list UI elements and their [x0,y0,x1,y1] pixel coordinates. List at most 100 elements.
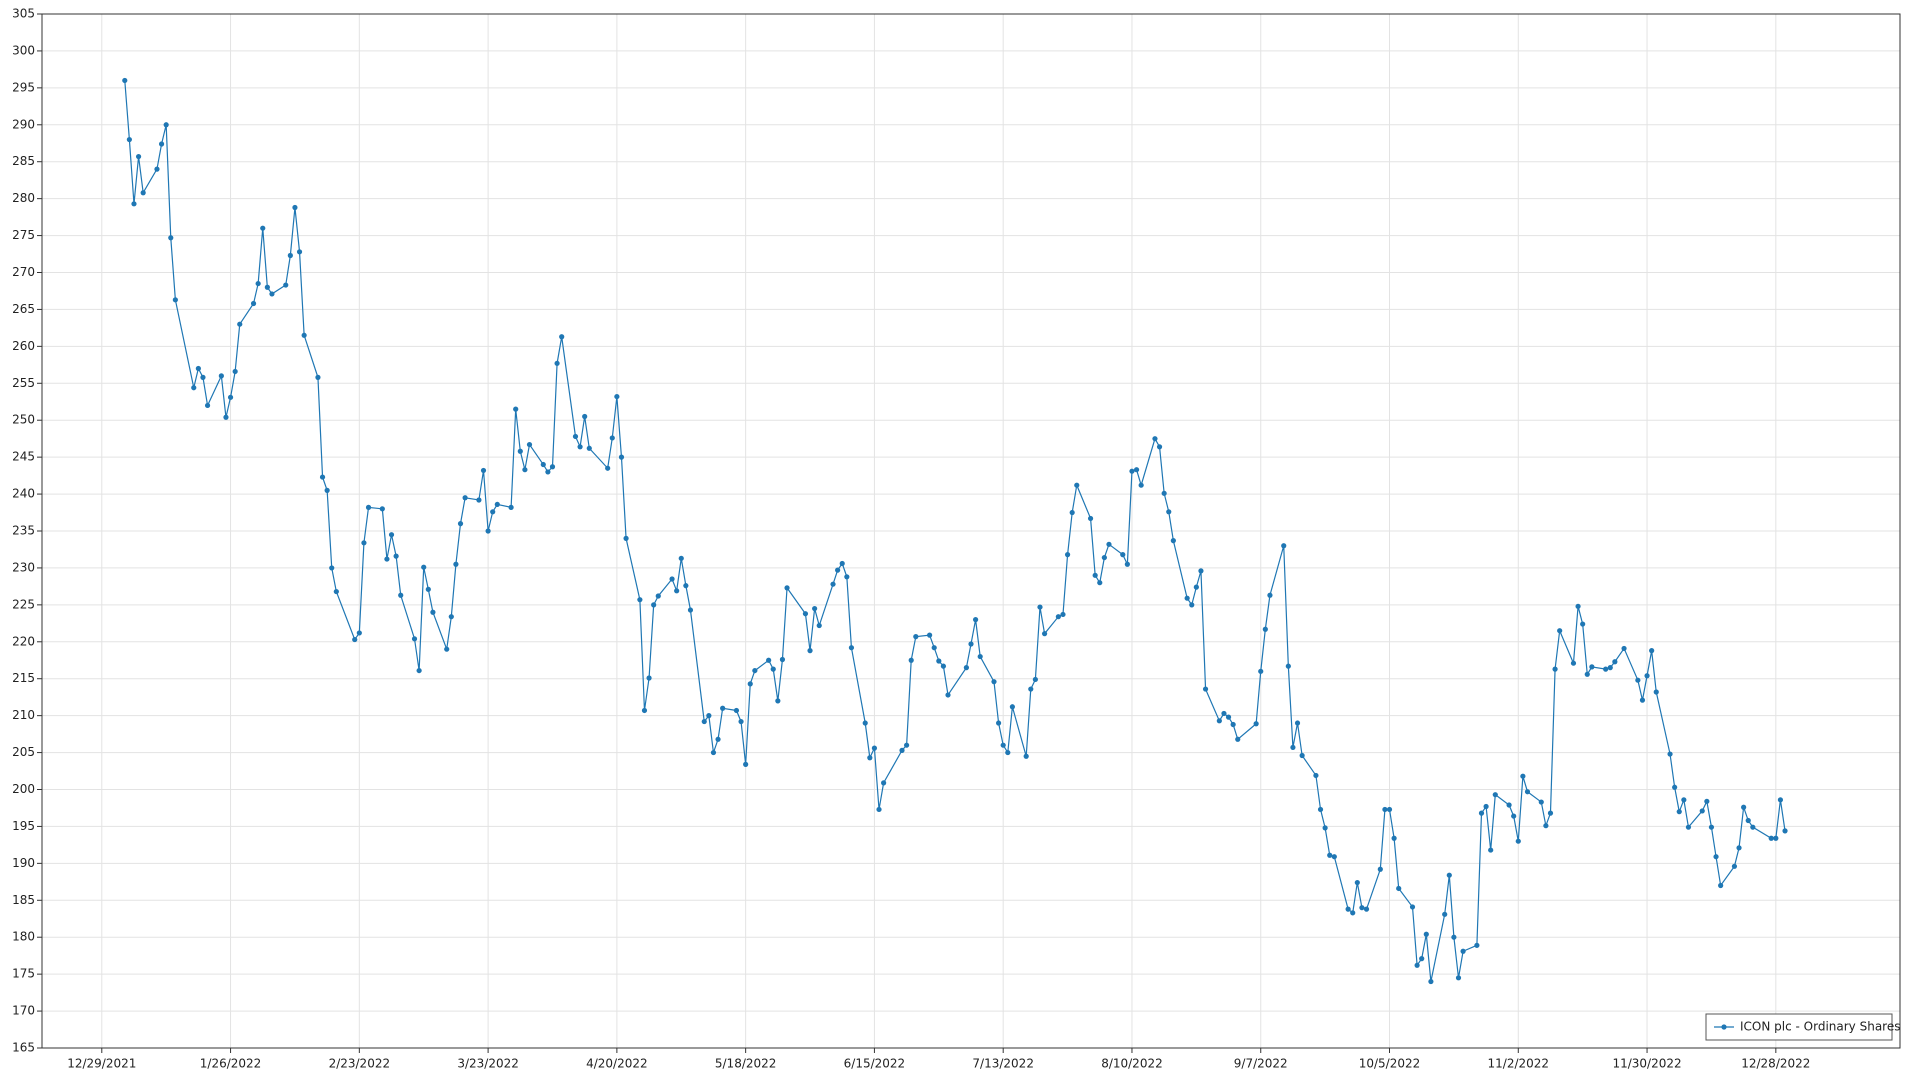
y-tick-label: 200 [12,782,35,796]
data-point [899,747,905,753]
data-point [637,597,643,603]
data-point [1166,509,1172,515]
data-point [1474,942,1480,948]
data-point [972,617,979,623]
data-point [1055,614,1061,620]
x-tick-label: 5/18/2022 [715,1057,777,1071]
data-point [1267,592,1273,598]
data-point [1607,665,1613,671]
data-point [1653,689,1659,695]
data-point [319,474,326,480]
data-point [669,576,675,582]
y-tick-label: 260 [12,339,35,353]
data-point [1120,552,1126,558]
data-point [1483,803,1489,810]
data-point [485,528,491,534]
data-point [1718,882,1724,889]
data-point [646,675,652,681]
data-point [1028,686,1034,692]
data-point [848,645,855,651]
data-point [1414,962,1420,968]
data-point [1161,490,1167,496]
data-point [1681,797,1687,803]
data-point [549,464,556,470]
data-point [936,658,942,664]
data-point [416,667,422,674]
data-point [1446,872,1452,878]
data-point [1442,911,1448,917]
data-point [683,583,689,589]
data-point [1547,810,1554,816]
data-point [715,736,721,742]
data-point [1097,580,1103,586]
data-point [766,657,772,663]
data-point [927,632,933,638]
data-point [1552,666,1558,672]
data-point [940,663,947,669]
y-tick-label: 265 [12,302,35,316]
data-point [1327,852,1333,858]
x-tick-label: 8/10/2022 [1101,1057,1163,1071]
x-tick-label: 7/13/2022 [972,1057,1034,1071]
data-point [540,461,546,468]
data-point [1299,752,1305,759]
data-point [1451,934,1457,940]
data-point [1520,773,1526,779]
data-point [1423,931,1429,937]
data-point [365,504,372,510]
legend-box [1705,1013,1893,1041]
data-point [779,656,786,663]
data-point [411,636,418,642]
data-point [844,574,850,580]
y-tick-label: 170 [12,1004,35,1018]
x-tick-label: 11/30/2022 [1612,1057,1681,1071]
data-point [1069,509,1075,516]
data-point [379,506,385,512]
x-tick-label: 3/23/2022 [457,1057,519,1071]
data-point [195,365,201,372]
data-point [784,585,790,591]
y-tick-label: 190 [12,856,35,870]
y-tick-label: 275 [12,228,35,242]
data-point [586,445,592,451]
data-point [991,679,997,685]
data-point [393,553,399,559]
y-tick-label: 205 [12,745,35,759]
data-point [490,509,496,515]
data-point [839,560,845,567]
data-point [1731,863,1738,869]
y-tick-label: 285 [12,154,35,168]
y-tick-label: 175 [12,967,35,981]
data-point [163,122,169,128]
y-tick-label: 290 [12,117,35,131]
data-point [1216,718,1222,724]
data-point [1428,978,1434,985]
data-point [1281,543,1287,549]
data-point [287,252,293,259]
data-point [1506,802,1512,808]
data-point [1262,626,1268,632]
data-point [476,497,482,503]
data-point [1253,721,1259,727]
data-point [227,394,234,400]
data-point [559,334,565,340]
data-point [1478,810,1485,816]
data-point [963,665,970,671]
data-point [651,602,657,608]
y-tick-label: 230 [12,560,35,574]
data-point [871,745,878,751]
data-point [1221,710,1227,717]
data-point [738,718,744,725]
data-point [388,532,395,538]
x-tick-label: 9/7/2022 [1234,1057,1288,1071]
data-point [1782,828,1788,834]
data-point [1170,538,1176,544]
data-point [223,414,229,420]
x-tick-label: 10/5/2022 [1359,1057,1421,1071]
data-point [255,280,261,287]
data-point [1193,584,1199,590]
data-point [807,648,813,654]
data-point [329,565,335,571]
data-point [444,646,450,652]
